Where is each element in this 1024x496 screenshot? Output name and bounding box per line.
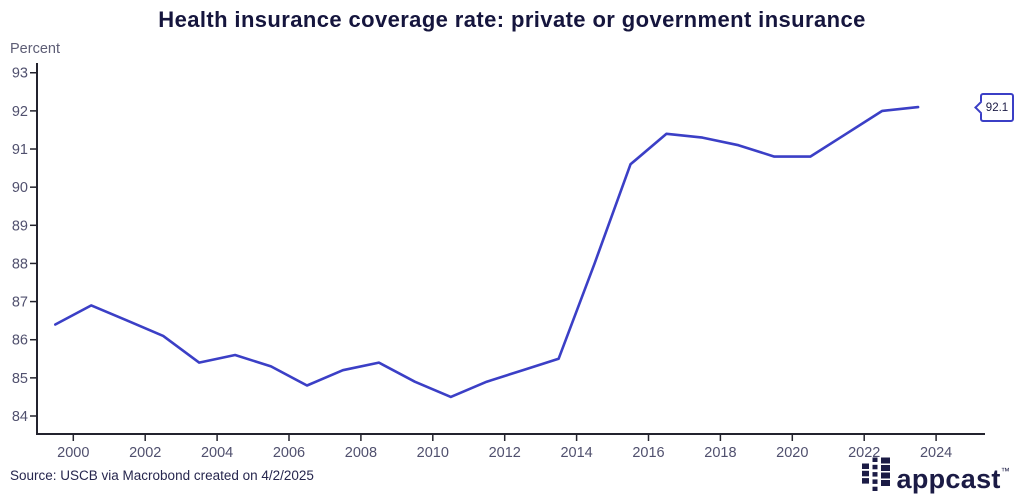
svg-text:88: 88	[12, 256, 28, 272]
svg-text:2024: 2024	[920, 445, 952, 461]
appcast-logo-text: appcast™	[896, 464, 1010, 494]
svg-text:91: 91	[12, 142, 28, 158]
svg-text:86: 86	[12, 333, 28, 349]
svg-text:2012: 2012	[489, 445, 521, 461]
svg-text:2014: 2014	[560, 445, 592, 461]
svg-text:2006: 2006	[273, 445, 305, 461]
svg-text:2018: 2018	[704, 445, 736, 461]
last-value-callout: 92.1	[974, 93, 1014, 122]
svg-text:2022: 2022	[848, 445, 880, 461]
appcast-logo: appcast™	[861, 454, 1010, 496]
svg-text:2008: 2008	[345, 445, 377, 461]
source-note: Source: USCB via Macrobond created on 4/…	[10, 468, 314, 483]
svg-text:92: 92	[12, 104, 28, 120]
svg-text:85: 85	[12, 371, 28, 387]
trademark-symbol: ™	[1000, 466, 1010, 476]
svg-text:2002: 2002	[129, 445, 161, 461]
svg-text:2016: 2016	[632, 445, 664, 461]
svg-text:2004: 2004	[201, 445, 233, 461]
svg-text:2000: 2000	[57, 445, 89, 461]
svg-text:2020: 2020	[776, 445, 808, 461]
svg-text:90: 90	[12, 180, 28, 196]
appcast-logo-icon	[861, 457, 890, 491]
y-axis-unit-label: Percent	[10, 41, 60, 57]
svg-text:89: 89	[12, 218, 28, 234]
svg-text:93: 93	[12, 66, 28, 82]
svg-text:87: 87	[12, 295, 28, 311]
chart-title: Health insurance coverage rate: private …	[158, 7, 866, 32]
svg-text:84: 84	[12, 409, 28, 425]
svg-text:2010: 2010	[417, 445, 449, 461]
callout-value: 92.1	[985, 101, 1009, 114]
